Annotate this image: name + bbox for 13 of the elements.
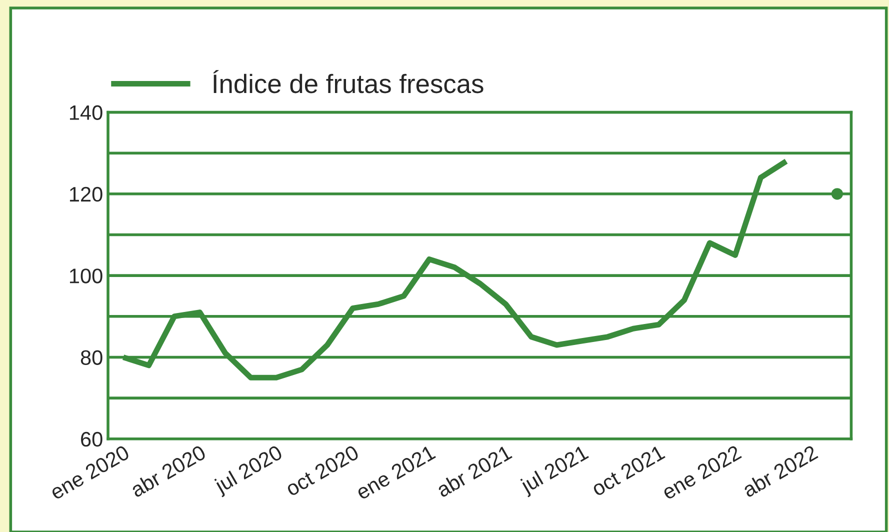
y-tick-label: 100 [70,268,102,284]
x-tick-label: oct 2020 [284,444,360,497]
x-tick-label: jul 2020 [212,444,286,498]
x-tick-label: abr 2022 [741,444,818,498]
x-tick-label: abr 2021 [435,444,513,498]
x-tick-label: abr 2020 [129,444,207,498]
y-tick-label: 140 [70,105,102,120]
x-tick-label: jul 2021 [518,444,592,498]
legend-label: Índice de frutas frescas [213,70,484,94]
y-tick-label: 60 [81,432,102,447]
y-tick-label: 80 [80,350,102,365]
y-tick-label: 120 [70,186,102,202]
x-tick-label: oct 2021 [590,444,666,497]
